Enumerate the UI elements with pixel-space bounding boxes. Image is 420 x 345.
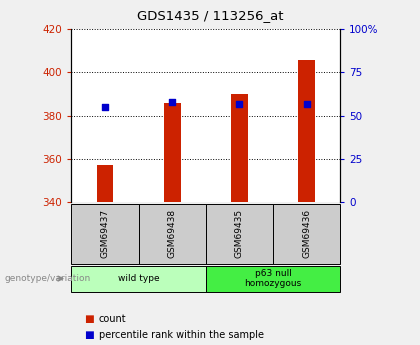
Text: percentile rank within the sample: percentile rank within the sample [99, 331, 264, 340]
Text: p63 null
homozygous: p63 null homozygous [244, 269, 302, 288]
Text: ■: ■ [84, 331, 94, 340]
Text: GDS1435 / 113256_at: GDS1435 / 113256_at [137, 9, 283, 22]
Bar [206, 204, 273, 264]
Text: count: count [99, 314, 126, 324]
Text: genotype/variation: genotype/variation [4, 274, 90, 283]
Point [169, 99, 176, 105]
Point [102, 104, 108, 110]
Point [303, 101, 310, 106]
Text: ■: ■ [84, 314, 94, 324]
Text: GSM69435: GSM69435 [235, 209, 244, 258]
Text: GSM69437: GSM69437 [100, 209, 110, 258]
Bar [273, 204, 340, 264]
Text: wild type: wild type [118, 274, 160, 283]
Bar [71, 266, 206, 292]
Point [236, 101, 243, 106]
Bar [71, 204, 139, 264]
Bar [206, 266, 340, 292]
Text: GSM69438: GSM69438 [168, 209, 177, 258]
Bar [231, 94, 248, 202]
Bar [139, 204, 206, 264]
Text: GSM69436: GSM69436 [302, 209, 311, 258]
Bar [97, 165, 113, 202]
Bar [164, 103, 181, 202]
Bar [298, 60, 315, 202]
